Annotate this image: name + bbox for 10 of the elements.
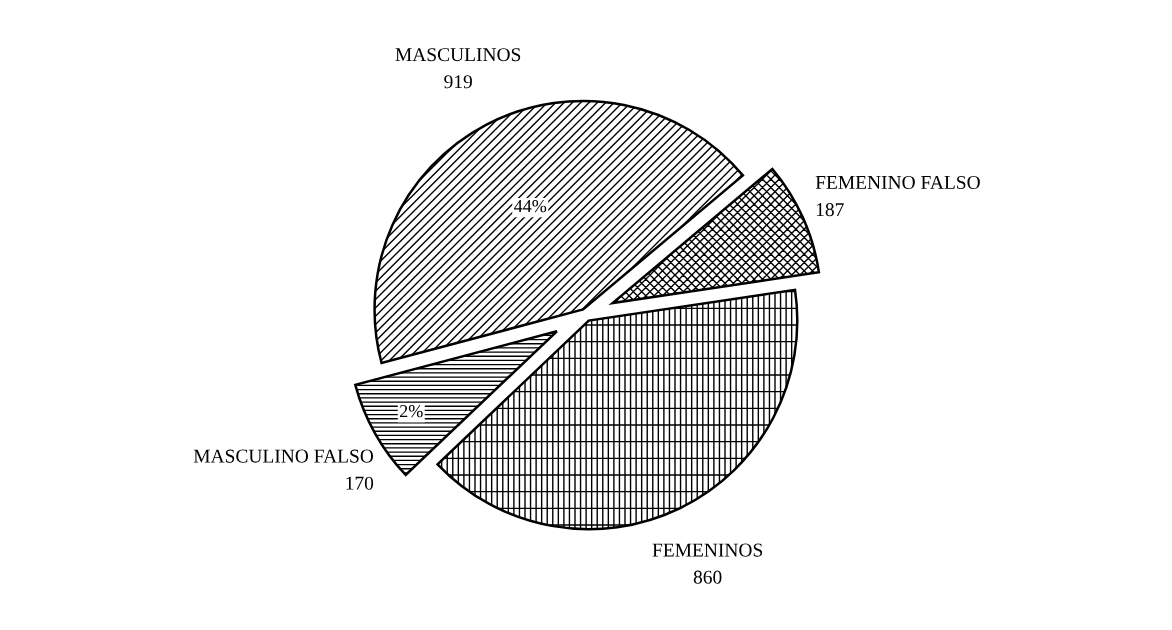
slice-label: MASCULINO FALSO bbox=[193, 449, 374, 463]
slice-label: MASCULINOS bbox=[395, 48, 521, 62]
slice-label: FEMENINO FALSO bbox=[815, 175, 980, 190]
data-label: 860 bbox=[693, 570, 722, 584]
slice-label: FEMENINOS bbox=[652, 543, 763, 557]
data-label: 187 bbox=[816, 203, 844, 217]
text: 44% bbox=[514, 199, 547, 213]
data-label: 170 bbox=[346, 476, 374, 490]
text: 2% bbox=[400, 405, 423, 418]
data-label: 919 bbox=[444, 75, 472, 89]
